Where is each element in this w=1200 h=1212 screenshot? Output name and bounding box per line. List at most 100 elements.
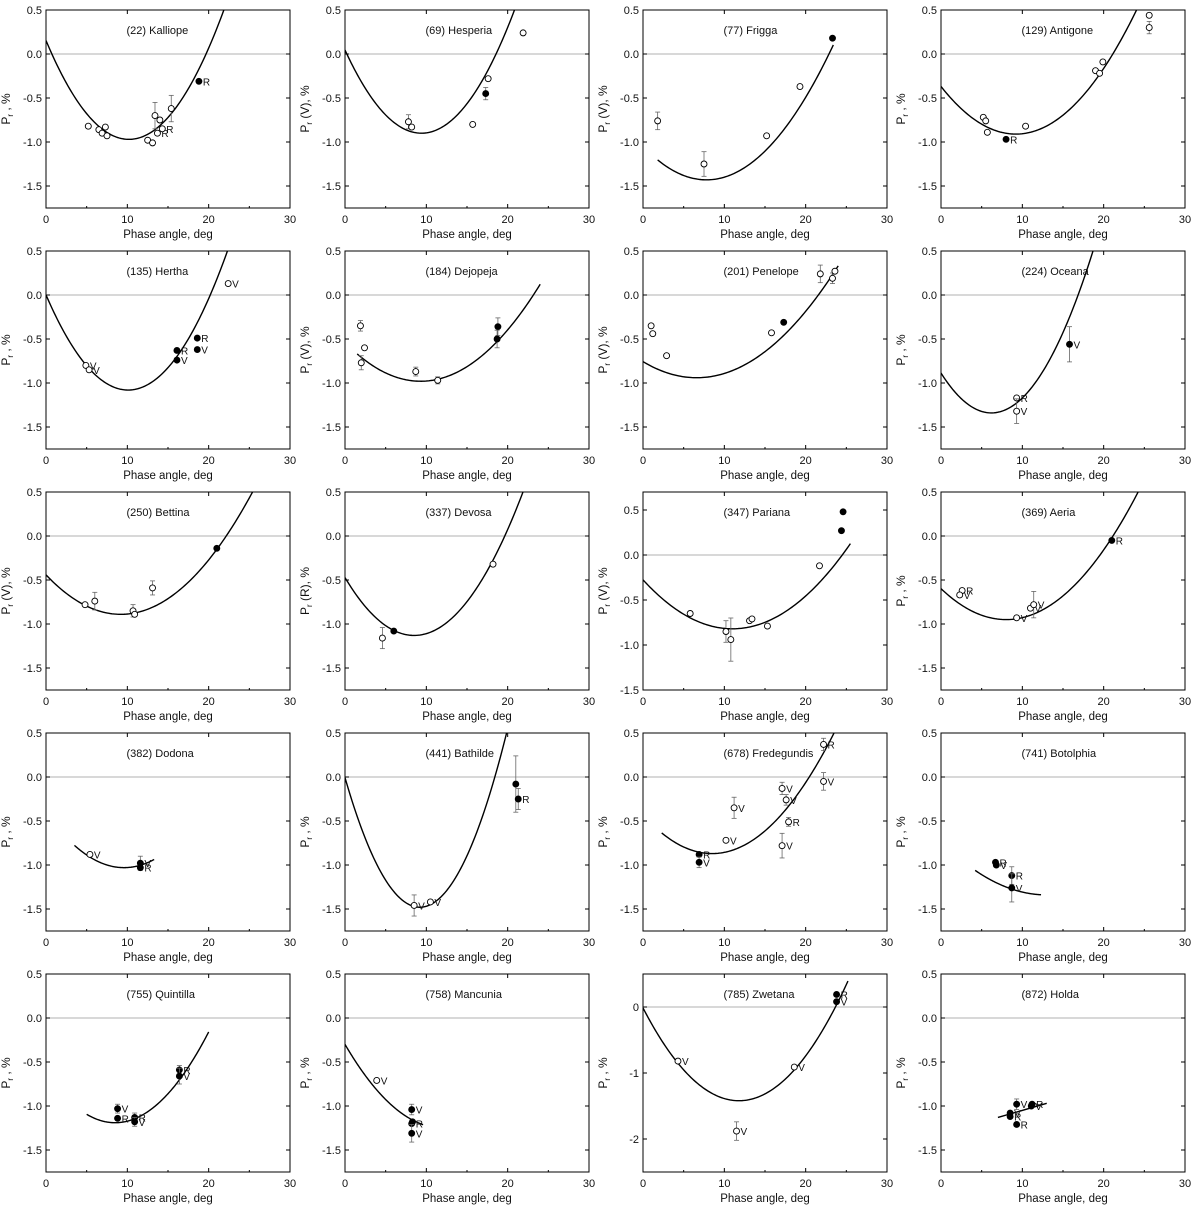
y-label-subscript: r — [305, 1078, 314, 1081]
y-tick-label: -1.5 — [918, 663, 937, 675]
x-tick-label: 20 — [800, 455, 812, 467]
data-point-filled — [1028, 1100, 1036, 1108]
chart-panel: 0 10 20 30 0.5 0.0 -0.5 -1.0 -1.5 Phase angle, de… — [883, 4, 1191, 244]
data-point-open — [1145, 24, 1153, 32]
data-point-open — [404, 118, 412, 126]
fit-curve — [46, 492, 254, 616]
y-tick-label: -1.5 — [23, 1145, 42, 1157]
x-tick-label: 0 — [938, 696, 944, 708]
data-point-filled — [136, 864, 144, 872]
filter-label: R — [161, 129, 168, 140]
y-label-subscript: r — [603, 1078, 612, 1081]
x-tick-label: 30 — [284, 1178, 296, 1190]
x-tick-label: 20 — [203, 214, 215, 226]
fit-curve — [345, 492, 524, 637]
data-point-open — [722, 628, 730, 635]
data-point-open — [373, 1077, 381, 1084]
x-tick-label: 30 — [1179, 455, 1191, 467]
filter-label: V — [94, 850, 101, 861]
y-axis-label: Pr (V), % — [596, 85, 612, 133]
x-axis-label: Phase angle, deg — [720, 1193, 810, 1205]
chart-panel: 0 10 20 30 0.5 0.0 -0.5 -1.0 -1.5 Phase angle, de… — [0, 4, 296, 244]
y-tick-label: -0.5 — [23, 1057, 42, 1069]
chart-panel: 0 10 20 30 0.5 0.0 -0.5 -1.0 -1.5 Phase angle, de… — [287, 245, 595, 485]
x-tick-label: 10 — [420, 1178, 432, 1190]
y-tick-label: -1.5 — [918, 904, 937, 916]
y-tick-label: -1.0 — [620, 137, 639, 149]
data-point-open — [131, 610, 139, 618]
plot-frame — [642, 732, 888, 932]
y-tick-label: -0.5 — [918, 816, 937, 828]
filter-label: V — [93, 366, 100, 377]
data-point-open — [733, 1127, 740, 1135]
x-tick-label: 20 — [502, 937, 514, 949]
data-point-open — [410, 902, 418, 909]
data-point-filled — [833, 998, 841, 1006]
plot-area: 0 10 20 30 0.5 0.0 -0.5 -1.0 -1.5 Phase angle, de… — [894, 969, 1191, 1205]
fit-curve — [941, 251, 1094, 414]
filter-label: V — [1074, 340, 1081, 351]
data-point-open — [983, 128, 991, 136]
filter-label: V — [1016, 884, 1023, 895]
y-axis-label: Pr , % — [894, 93, 910, 125]
plot-frame — [642, 973, 888, 1173]
curve-group — [356, 283, 541, 382]
plot-frame — [344, 973, 590, 1173]
plot-area: 0 10 20 30 0.5 0.0 -0.5 -1.0 -1.5 Phase angle, de… — [0, 487, 296, 723]
x-tick-label: 10 — [718, 696, 730, 708]
data-point-open — [158, 125, 166, 133]
data-point-filled — [131, 1118, 139, 1126]
panel-title: (201) Penelope — [724, 266, 799, 278]
x-tick-label: 0 — [342, 1178, 348, 1190]
x-tick-label: 10 — [420, 937, 432, 949]
chart-panel: 0 10 20 30 0.5 0.0 -0.5 -1.0 -1.5 Phase angle, de… — [287, 4, 595, 244]
plot-area: 0 10 20 30 0.5 0.0 -0.5 -1.0 -1.5 Phase angle, de… — [298, 487, 595, 723]
x-tick-label: 10 — [718, 455, 730, 467]
y-label-subscript: r — [305, 837, 314, 840]
plot-frame — [940, 973, 1186, 1173]
data-point-open — [674, 1057, 682, 1065]
x-tick-label: 10 — [1016, 696, 1028, 708]
panel-title: (382) Dodona — [127, 748, 195, 760]
y-tick-label: 0.5 — [27, 487, 42, 499]
x-axis-label: Phase angle, deg — [422, 711, 512, 723]
data-point-open — [831, 267, 839, 275]
curve-group — [345, 1044, 424, 1126]
plot-area: 0 10 20 30 0.5 0.0 -0.5 -1.0 -1.5 Phase angle, de… — [596, 491, 893, 723]
plot-frame — [642, 9, 888, 209]
y-tick-label: 0.0 — [27, 290, 42, 302]
x-axis-label: Phase angle, deg — [123, 470, 213, 482]
filter-label: V — [1000, 861, 1007, 872]
x-axis-label: Phase angle, deg — [720, 229, 810, 241]
x-tick-label: 0 — [640, 937, 646, 949]
plot-frame — [940, 250, 1186, 450]
filter-label: R — [1014, 1113, 1021, 1124]
x-axis-label: Phase angle, deg — [422, 470, 512, 482]
x-axis-label: Phase angle, deg — [422, 1193, 512, 1205]
y-label-rest: (V), % — [596, 326, 610, 363]
y-tick-label: -0.5 — [23, 93, 42, 105]
plot-frame — [344, 9, 590, 209]
y-label-rest: , % — [596, 1057, 610, 1078]
y-tick-label: -1.0 — [620, 860, 639, 872]
plot-frame — [45, 973, 291, 1173]
data-point-open — [790, 1063, 798, 1071]
y-tick-label: -1.5 — [23, 904, 42, 916]
data-point-filled — [1013, 1121, 1021, 1128]
curve-group — [345, 10, 516, 134]
filter-label: R — [828, 740, 835, 751]
plot-frame — [344, 732, 590, 932]
y-tick-label: -1.5 — [23, 663, 42, 675]
x-tick-label: 30 — [284, 214, 296, 226]
y-tick-label: 0.0 — [624, 550, 639, 562]
data-point-filled — [408, 1106, 416, 1113]
data-point-open — [153, 129, 161, 137]
chart-svg: 0 10 20 30 0.5 0.0 -0.5 -1.0 -1.5 Phase angle, de… — [298, 728, 595, 964]
filter-label: V — [1021, 614, 1028, 625]
plot-area: 0 10 20 30 0.5 0.0 -0.5 -1.0 -1.5 Phase angle, de… — [0, 246, 296, 482]
y-tick-label: -1.0 — [322, 137, 341, 149]
panel-title: (758) Mancunia — [426, 989, 503, 1001]
x-tick-label: 20 — [800, 214, 812, 226]
filter-label: R — [201, 334, 208, 345]
y-tick-label: 0.0 — [624, 772, 639, 784]
